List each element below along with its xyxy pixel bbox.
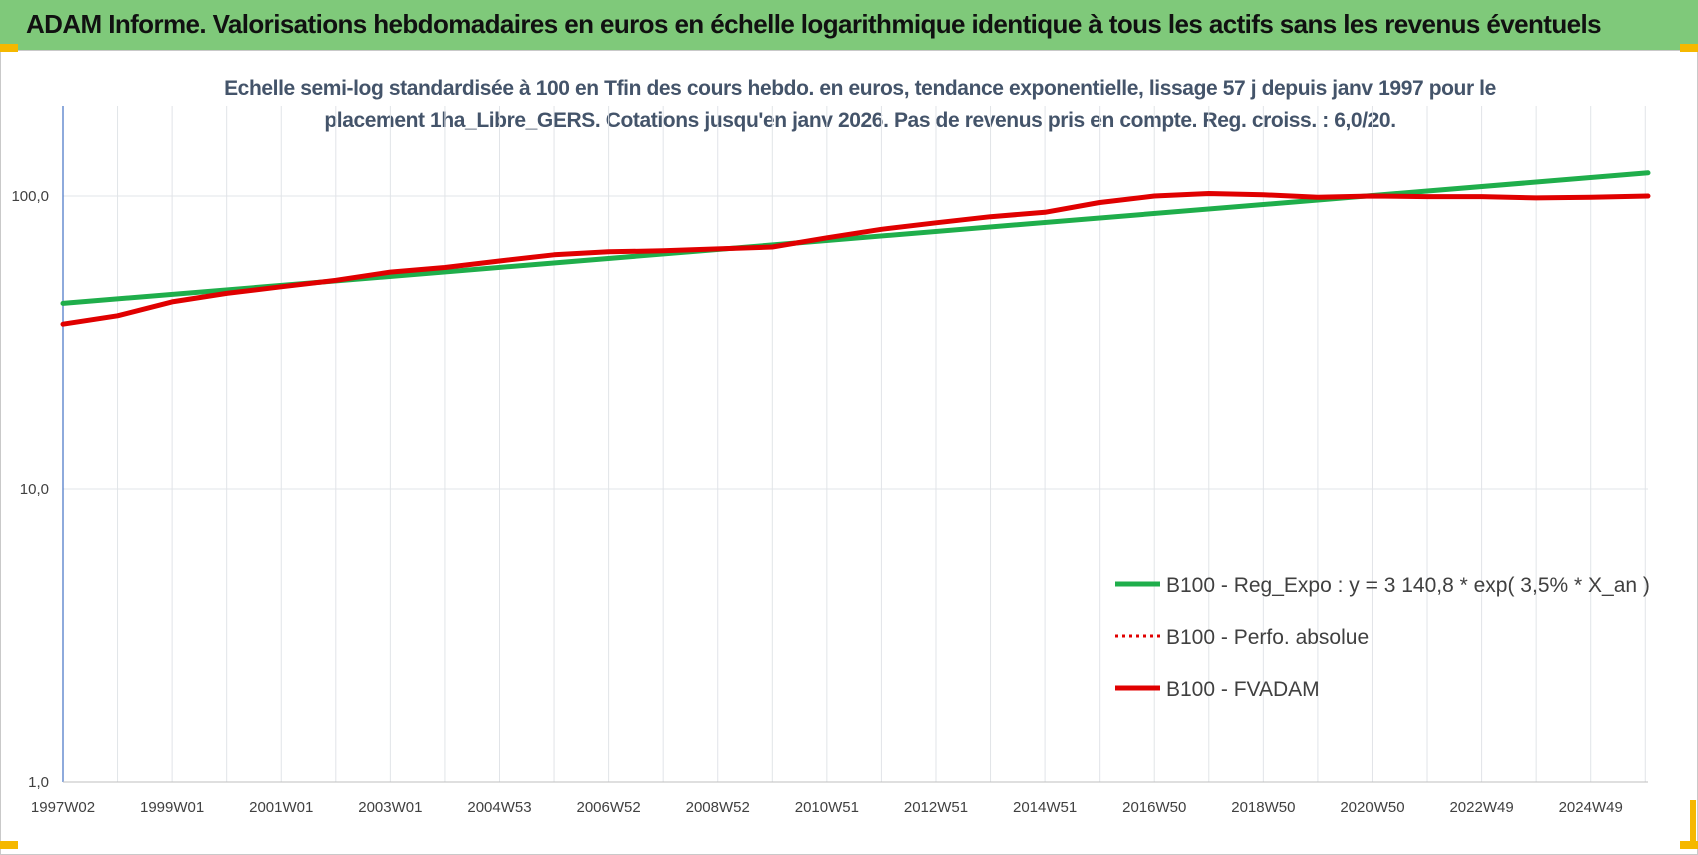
corner-handle-bottom-left[interactable] (0, 841, 18, 849)
x-tick-label: 2020W50 (1340, 799, 1404, 816)
x-tick-label: 2004W53 (467, 799, 531, 816)
x-tick-label: 2022W49 (1449, 799, 1513, 816)
corner-handle-top-left[interactable] (0, 44, 18, 52)
legend-label: B100 - FVADAM (1166, 678, 1320, 701)
y-tick-label: 100,0 (11, 188, 49, 205)
corner-handle-right-edge[interactable] (1690, 800, 1696, 848)
series-line-3 (60, 191, 1651, 327)
y-tick-label: 1,0 (28, 774, 49, 791)
x-tick-label: 1997W02 (31, 799, 95, 816)
corner-handle-top-right[interactable] (1680, 44, 1698, 52)
x-tick-label: 2003W01 (358, 799, 422, 816)
legend-label: B100 - Perfo. absolue (1166, 626, 1369, 649)
series-line-2 (61, 192, 1650, 326)
x-tick-label: 2018W50 (1231, 799, 1295, 816)
legend-label: B100 - Reg_Expo : y = 3 140,8 * exp( 3,5… (1166, 574, 1650, 597)
x-tick-label: 2008W52 (686, 799, 750, 816)
x-tick-label: 2010W51 (795, 799, 859, 816)
chart-title-line-2: placement 1ha_Libre_GERS. Cotations jusq… (324, 109, 1396, 132)
x-tick-label: 2014W51 (1013, 799, 1077, 816)
x-tick-label: 2016W50 (1122, 799, 1186, 816)
header-banner: ADAM Informe. Valorisations hebdomadaire… (0, 0, 1698, 50)
x-tick-label: 2012W51 (904, 799, 968, 816)
x-tick-label: 2006W52 (577, 799, 641, 816)
y-tick-label: 10,0 (20, 481, 49, 498)
x-tick-label: 1999W01 (140, 799, 204, 816)
chart-title-line-1: Echelle semi-log standardisée à 100 en T… (224, 77, 1496, 100)
x-tick-label: 2001W01 (249, 799, 313, 816)
x-tick-label: 2024W49 (1559, 799, 1623, 816)
page-title: ADAM Informe. Valorisations hebdomadaire… (26, 9, 1602, 39)
corner-handle-bottom-right[interactable] (1680, 841, 1698, 849)
